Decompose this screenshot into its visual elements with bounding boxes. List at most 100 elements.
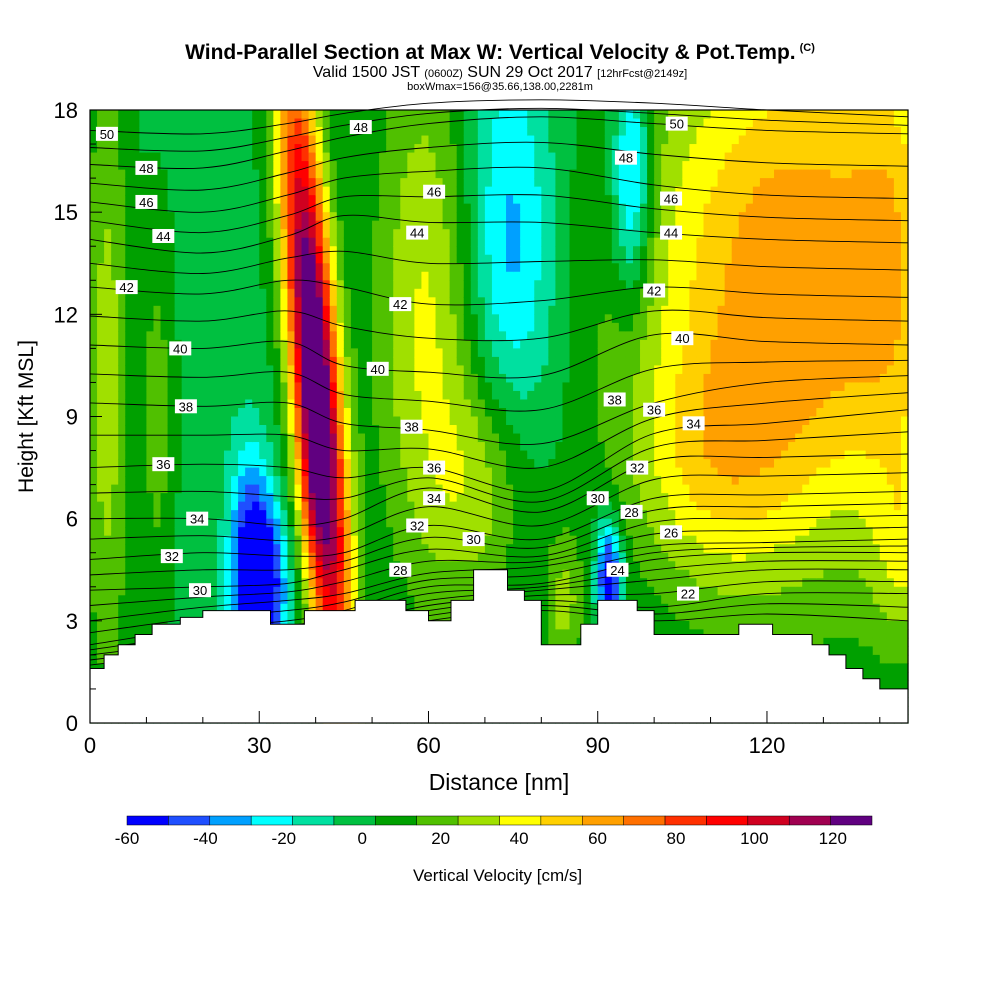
field-cell <box>273 169 281 179</box>
field-cell <box>421 561 430 571</box>
chart-title: Wind-Parallel Section at Max W: Vertical… <box>0 36 1000 65</box>
field-cell <box>90 254 98 264</box>
field-cell <box>322 254 331 264</box>
field-cell <box>287 322 296 332</box>
field-cell <box>477 161 486 171</box>
field-cell <box>280 135 289 145</box>
field-cell <box>499 254 507 264</box>
field-cell <box>188 331 197 341</box>
field-cell <box>428 305 437 315</box>
field-cell <box>449 186 458 196</box>
field-cell <box>541 484 549 494</box>
field-cell <box>294 612 303 622</box>
field-cell <box>372 271 380 281</box>
field-cell <box>541 246 549 256</box>
field-cell <box>456 459 465 469</box>
field-cell <box>470 305 479 315</box>
field-cell <box>414 263 423 273</box>
field-cell <box>223 237 232 247</box>
field-cell <box>287 552 296 562</box>
field-cell <box>506 433 514 443</box>
field-cell <box>520 271 528 281</box>
field-cell <box>470 280 479 290</box>
field-cell <box>491 459 500 469</box>
field-cell <box>562 280 571 290</box>
field-cell <box>513 339 521 349</box>
field-cell <box>569 127 578 137</box>
field-cell <box>223 595 232 605</box>
field-cell <box>245 203 253 213</box>
field-cell <box>209 118 218 128</box>
field-cell <box>527 501 535 511</box>
field-cell <box>435 442 444 452</box>
field-cell <box>421 501 430 511</box>
field-cell <box>386 110 394 120</box>
field-cell <box>407 331 415 341</box>
field-cell <box>174 373 183 384</box>
field-cell <box>202 493 211 503</box>
field-cell <box>315 450 324 460</box>
field-cell <box>562 586 571 596</box>
field-cell <box>484 178 493 188</box>
field-cell <box>393 356 401 367</box>
field-cell <box>379 450 387 460</box>
field-cell <box>499 390 507 401</box>
field-cell <box>259 356 267 367</box>
field-cell <box>188 178 197 188</box>
field-cell <box>477 365 486 375</box>
field-cell <box>548 186 557 196</box>
field-cell <box>167 527 176 537</box>
field-cell <box>329 297 338 307</box>
field-cell <box>442 263 451 273</box>
field-cell <box>245 297 253 307</box>
field-cell <box>188 493 197 503</box>
field-cell <box>350 433 359 443</box>
field-cell <box>167 314 176 324</box>
field-cell <box>146 229 155 239</box>
field-cell <box>491 382 500 392</box>
field-cell <box>520 390 528 401</box>
field-cell <box>104 305 112 315</box>
field-cell <box>245 348 253 358</box>
field-cell <box>414 459 423 469</box>
field-cell <box>223 518 232 528</box>
field-cell <box>506 552 514 562</box>
field-cell <box>555 254 564 264</box>
field-cell <box>259 416 267 426</box>
field-cell <box>245 135 253 145</box>
field-cell <box>442 297 451 307</box>
field-cell <box>195 578 204 588</box>
field-cell <box>160 348 169 358</box>
field-cell <box>484 280 493 290</box>
field-cell <box>421 382 430 392</box>
field-cell <box>357 527 366 537</box>
field-cell <box>463 314 472 324</box>
field-cell <box>266 518 274 528</box>
field-cell <box>442 459 451 469</box>
field-cell <box>188 527 197 537</box>
field-cell <box>386 467 394 477</box>
field-cell <box>167 442 176 452</box>
field-cell <box>336 390 345 401</box>
field-cell <box>223 450 232 460</box>
field-cell <box>357 365 366 375</box>
field-cell <box>506 561 514 571</box>
field-cell <box>181 510 190 520</box>
field-cell <box>513 433 521 443</box>
field-cell <box>555 263 564 273</box>
field-cell <box>357 195 366 205</box>
field-cell <box>484 220 493 230</box>
field-cell <box>97 314 105 324</box>
field-cell <box>216 450 225 460</box>
field-cell <box>287 144 296 154</box>
field-cell <box>400 501 408 511</box>
field-cell <box>104 339 112 349</box>
field-cell <box>153 110 162 120</box>
field-cell <box>118 305 126 315</box>
field-cell <box>350 467 359 477</box>
field-cell <box>322 322 331 332</box>
field-cell <box>400 339 408 349</box>
field-cell <box>357 450 366 460</box>
field-cell <box>343 518 352 528</box>
field-cell <box>506 169 514 179</box>
